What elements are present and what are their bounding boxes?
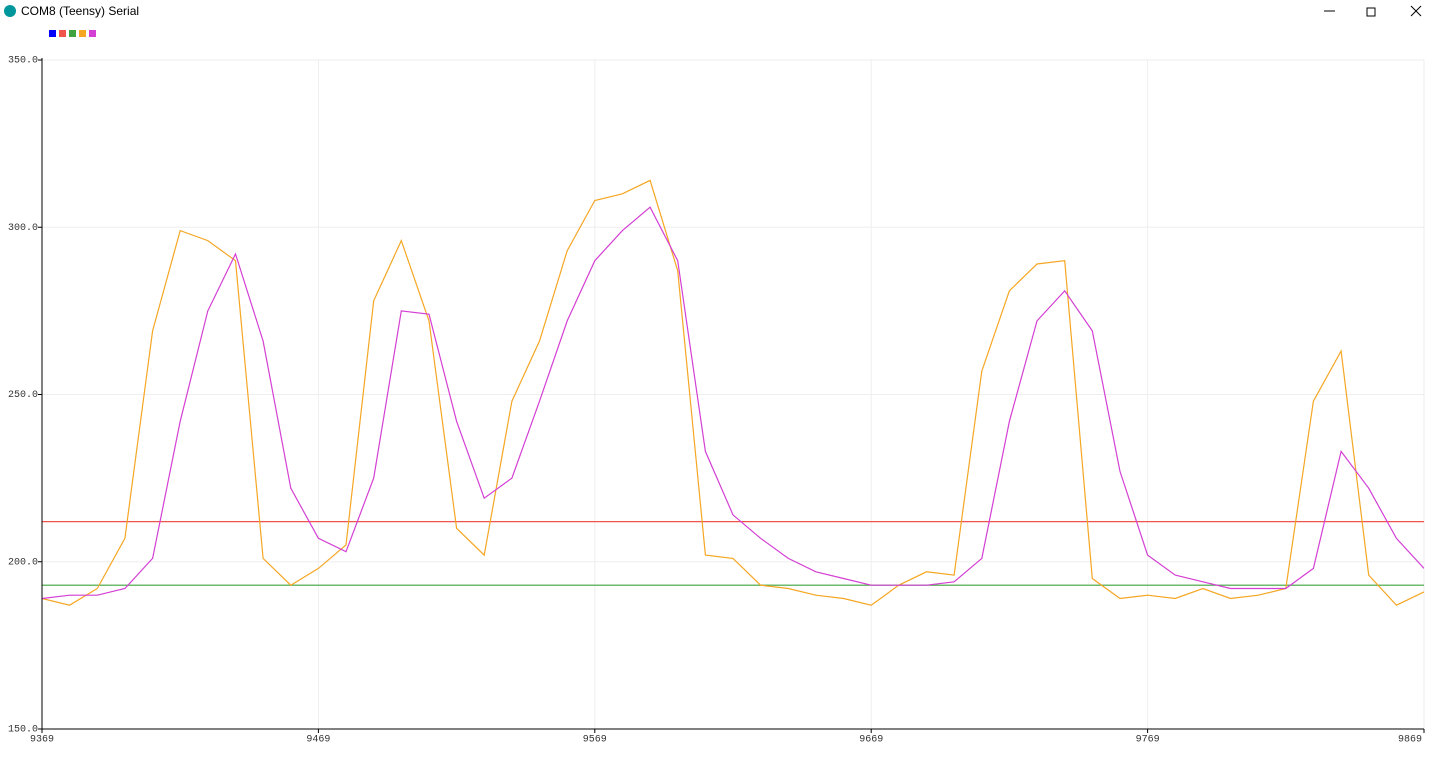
y-tick-label: 300.0 [8, 223, 38, 234]
window-title: COM8 (Teensy) Serial [21, 4, 139, 18]
app-icon [4, 5, 16, 17]
close-button[interactable] [1410, 5, 1422, 17]
series-line [42, 206, 1424, 600]
x-tick-label: 9369 [30, 735, 54, 746]
legend-swatch [79, 30, 86, 37]
y-tick-label: 150.0 [8, 725, 38, 736]
legend-swatch [89, 30, 96, 37]
x-tick-label: 9769 [1136, 735, 1160, 746]
y-tick-label: 350.0 [8, 56, 38, 67]
restore-button[interactable] [1366, 7, 1376, 17]
legend [49, 30, 96, 37]
series-line [42, 179, 1424, 606]
y-tick-label: 250.0 [8, 390, 38, 401]
x-tick-label: 9869 [1398, 735, 1422, 746]
legend-swatch [49, 30, 56, 37]
grid [41, 59, 1425, 730]
legend-swatch [59, 30, 66, 37]
y-tick-label: 200.0 [8, 557, 38, 568]
x-tick-label: 9669 [859, 735, 883, 746]
legend-swatch [69, 30, 76, 37]
x-tick-label: 9569 [583, 735, 607, 746]
plot-area [42, 179, 1424, 606]
x-tick-label: 9469 [306, 735, 330, 746]
ticks: 150.0 200.0 250.0 300.0 350.0 9369 9469 9569 966… [8, 56, 1425, 746]
